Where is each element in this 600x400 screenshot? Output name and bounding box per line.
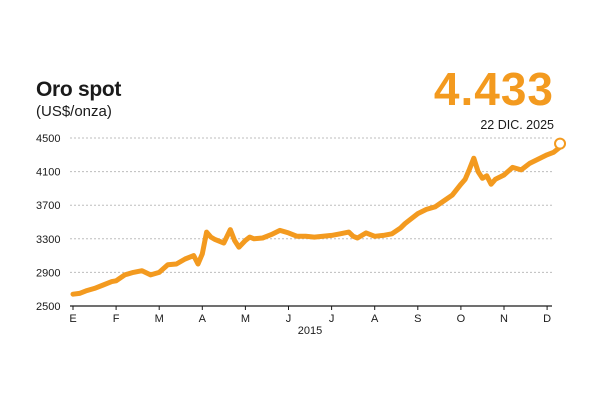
grid-lines xyxy=(70,137,552,307)
y-tick-label: 2500 xyxy=(36,301,60,313)
x-tick-label: M xyxy=(155,313,164,325)
last-value: 4.433 xyxy=(433,63,554,115)
series-line-oro-spot xyxy=(70,144,563,297)
chart-title: Oro spot xyxy=(36,78,122,101)
x-tick-label: J xyxy=(329,313,335,325)
last-date: 22 DIC. 2025 xyxy=(480,118,554,132)
y-tick-label: 2900 xyxy=(36,267,60,279)
x-tick-label: A xyxy=(199,313,207,325)
y-tick-label: 3300 xyxy=(36,234,60,246)
x-axis-year-label: 2015 xyxy=(298,325,322,337)
y-tick-label: 3700 xyxy=(36,200,60,212)
x-tick-label: S xyxy=(414,313,421,325)
y-axis-ticks: 2500 2900 3300 3700 4100 4500 xyxy=(36,133,60,313)
x-tick-label: E xyxy=(69,313,76,325)
x-tick-label: M xyxy=(241,313,250,325)
x-tick-label: A xyxy=(371,313,379,325)
last-point-marker xyxy=(554,137,567,150)
x-tick-label: D xyxy=(543,313,551,325)
x-tick-label: J xyxy=(286,313,292,325)
x-tick-label: O xyxy=(457,313,466,325)
y-tick-label: 4100 xyxy=(36,167,60,179)
y-tick-label: 4500 xyxy=(36,133,60,145)
x-tick-label: N xyxy=(500,313,508,325)
unit-label: (US$/onza) xyxy=(36,103,112,120)
x-tick-label: F xyxy=(113,313,120,325)
